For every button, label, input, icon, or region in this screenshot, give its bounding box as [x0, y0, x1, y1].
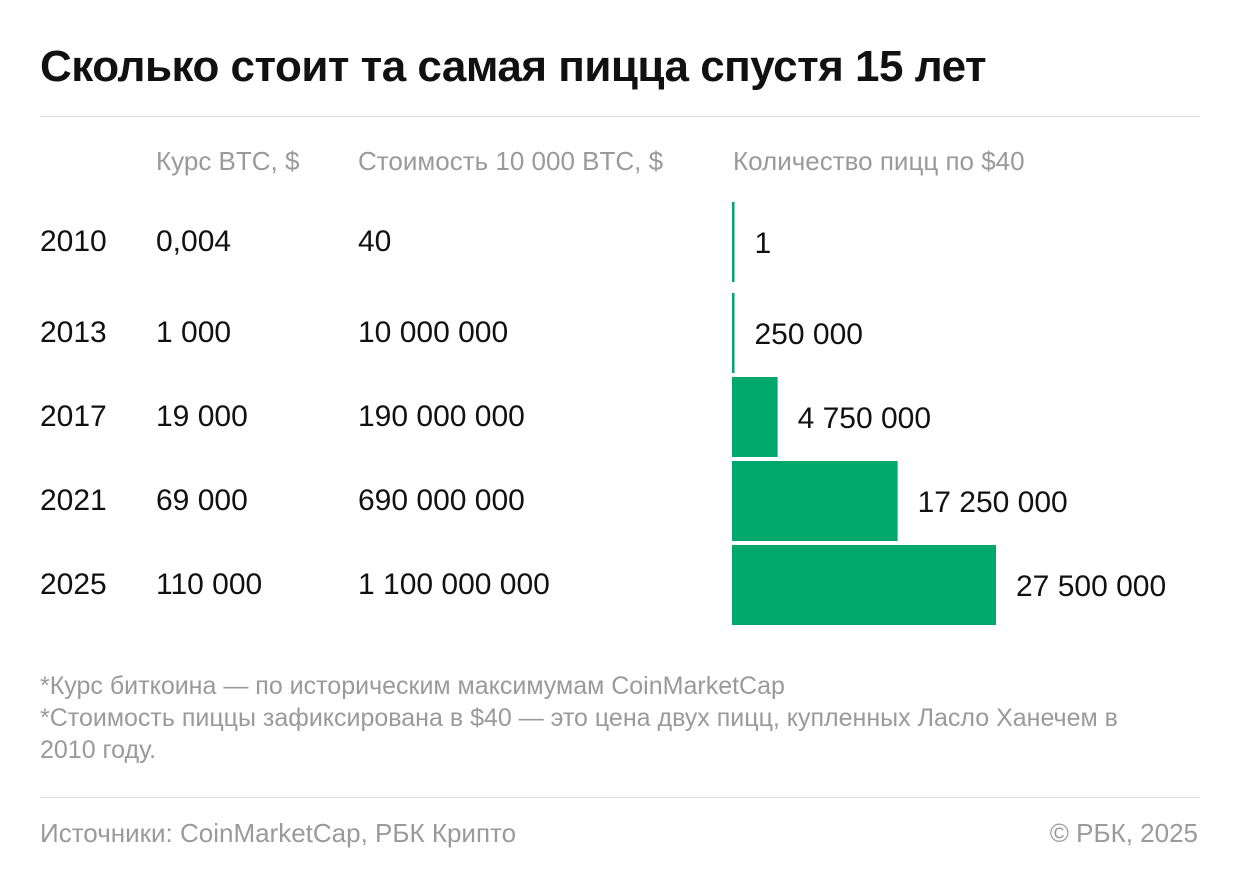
- bar-2021: [732, 461, 898, 541]
- row-cost: 10 000 000: [358, 316, 509, 349]
- row-btc-rate: 69 000: [156, 484, 248, 517]
- bar-value-label: 1: [755, 227, 772, 260]
- footnote-pizza-price: *Стоимость пиццы зафиксирована в $40 — э…: [40, 704, 1118, 764]
- bottom-divider: [40, 797, 1200, 798]
- column-header-cost: Стоимость 10 000 BTC, $: [358, 146, 664, 176]
- row-cost: 190 000 000: [358, 400, 525, 433]
- sources-text: Источники: CoinMarketCap, РБК Крипто: [40, 818, 517, 848]
- row-btc-rate: 110 000: [156, 568, 263, 601]
- bar-value-label: 4 750 000: [798, 402, 931, 435]
- top-divider: [40, 116, 1200, 117]
- bar-value-label: 27 500 000: [1016, 570, 1166, 603]
- bar-2010: [732, 202, 735, 282]
- row-btc-rate: 0,004: [156, 225, 232, 258]
- chart-title: Сколько стоит та самая пицца спустя 15 л…: [40, 42, 987, 91]
- column-header-pizza-count: Количество пицц по $40: [733, 146, 1025, 176]
- bar-2013: [732, 293, 735, 373]
- row-btc-rate: 1 000: [156, 316, 232, 349]
- footnote-btc-rate: *Курс биткоина — по историческим максиму…: [40, 672, 785, 700]
- bar-2025: [732, 545, 996, 625]
- row-year: 2021: [40, 484, 107, 517]
- row-btc-rate: 19 000: [156, 400, 248, 433]
- row-cost: 690 000 000: [358, 484, 525, 517]
- bar-2017: [732, 377, 778, 457]
- row-year: 2013: [40, 316, 107, 349]
- footnotes: *Курс биткоина — по историческим максиму…: [40, 670, 1160, 766]
- row-year: 2017: [40, 400, 107, 433]
- copyright-text: © РБК, 2025: [1049, 818, 1198, 848]
- column-header-btc-rate: Курс BTC, $: [156, 146, 300, 176]
- bar-value-label: 250 000: [755, 318, 863, 351]
- row-year: 2010: [40, 225, 107, 258]
- row-year: 2025: [40, 568, 107, 601]
- row-cost: 40: [358, 225, 392, 258]
- row-cost: 1 100 000 000: [358, 568, 550, 601]
- bar-value-label: 17 250 000: [918, 486, 1068, 519]
